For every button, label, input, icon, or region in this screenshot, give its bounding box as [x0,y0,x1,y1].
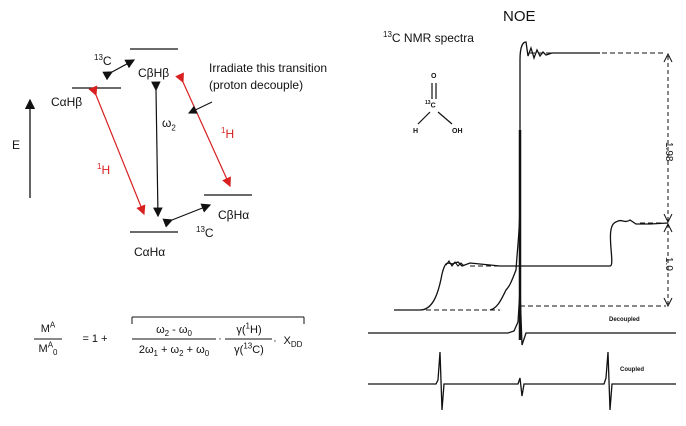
state-ca-ha-label: CαHα [134,245,166,259]
spectra-subtitle: 13C NMR spectra [383,30,474,45]
lhs-numerator: MA [40,320,56,335]
coupled-integral-trace [394,219,669,311]
state-cb-hb-label: CβHβ [138,66,170,80]
lhs-denominator: MA0 [38,340,58,358]
h1-left-arrow [88,85,146,216]
h1-left-label: 1H [97,162,111,177]
c-h-bond [417,111,431,125]
noe-title: NOE [503,8,536,25]
frac2-numerator: γ(1H) [236,321,262,336]
decoupled-integral-trace [489,41,600,311]
scale-arrow-mid-up [663,222,673,233]
scale-arrow-top [663,52,673,63]
frac1-denominator: 2ω1 + ω2 + ω0 [138,344,210,359]
c-oh-bond [437,111,453,125]
decoupled-spectrum-baseline [368,289,676,346]
scale-arrow-bottom [663,297,673,308]
noe-equation: MA MA0 = 1 + ω2 - ω0 2ω1 + ω2 + ω0 · γ(1… [28,314,318,374]
c13-top-label: 13C [94,53,112,68]
state-cb-ha-label: CβHα [218,208,250,222]
h1-right-label: 1H [221,126,235,141]
frac1-numerator: ω2 - ω0 [156,324,192,339]
coupled-integral-ringing [445,260,465,267]
irradiate-line-2: (proton decouple) [209,78,304,92]
molecule-o: O [431,73,437,80]
coupled-spectrum-baseline [368,351,676,411]
state-ca-hb-label: CαHβ [51,95,83,109]
energy-axis-label: E [12,138,21,152]
dot-2: · [273,335,277,347]
dot-1: · [218,333,222,345]
frac2-denominator: γ(13C) [234,341,264,356]
omega2-label: ω2 [162,116,176,133]
molecule-c13: 13C [425,100,436,110]
c13-bottom-arrow [162,203,212,228]
c13-bottom-label: 13C [196,225,214,240]
irradiate-pointer [188,101,213,114]
scale-arrow-mid-down [663,213,673,224]
omega2-arrow [151,81,163,218]
equals-one-plus: = 1 + [82,333,108,345]
coupled-label: Coupled [620,367,644,373]
c13-top-arrow [102,59,136,81]
irradiate-line-1: Irradiate this transition [209,61,328,75]
xdd-term: XDD [283,335,303,350]
decoupled-label: Decoupled [609,317,640,323]
molecule-h: H [413,128,419,135]
molecule-oh: OH [452,128,463,135]
h1-right-arrow [175,72,231,188]
